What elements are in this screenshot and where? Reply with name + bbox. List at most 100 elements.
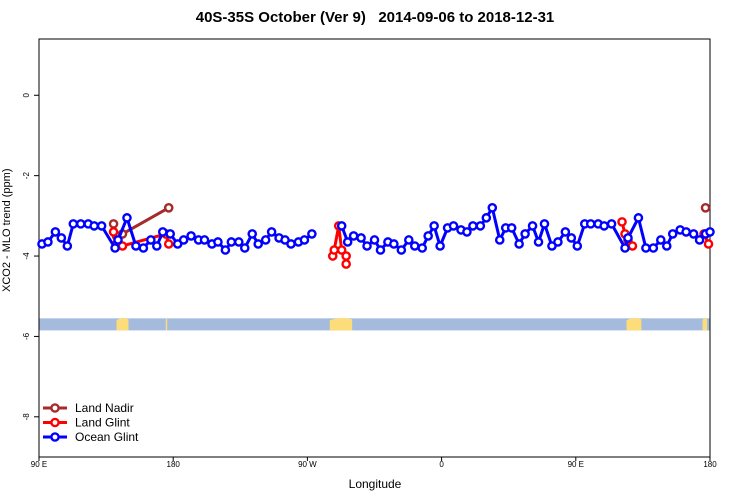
data-point xyxy=(633,213,644,223)
data-point xyxy=(62,241,73,251)
data-point xyxy=(362,241,372,251)
data-point xyxy=(566,233,577,243)
data-point xyxy=(75,219,86,229)
data-point xyxy=(336,221,347,231)
data-point xyxy=(694,235,705,245)
y-tick-label: 0 xyxy=(22,92,31,97)
data-point xyxy=(417,243,428,253)
data-point xyxy=(527,221,538,231)
data-point xyxy=(110,243,120,253)
data-point xyxy=(266,227,277,237)
data-point xyxy=(481,213,492,223)
data-point xyxy=(487,203,498,213)
data-point xyxy=(260,235,271,245)
data-point xyxy=(96,221,107,231)
data-point xyxy=(286,239,296,249)
legend-label: Land Glint xyxy=(75,416,130,430)
data-point xyxy=(108,227,119,237)
data-point xyxy=(157,227,168,237)
data-point xyxy=(661,241,672,251)
y-tick-label: -6 xyxy=(22,332,31,340)
data-point xyxy=(681,227,691,237)
data-point xyxy=(247,229,258,239)
chart-title: 40S-35S October (Ver 9) 2014-09-06 to 20… xyxy=(195,9,555,26)
data-point xyxy=(131,241,141,251)
data-point xyxy=(648,243,659,253)
x-tick-label: 90 E xyxy=(568,460,584,469)
y-tick-label: -4 xyxy=(22,252,31,260)
data-point xyxy=(468,221,478,231)
y-tick-label: -8 xyxy=(22,413,31,421)
data-point xyxy=(599,221,609,231)
legend-marker xyxy=(50,403,60,413)
data-point xyxy=(514,239,524,249)
x-tick-label: 90 E xyxy=(31,460,47,469)
data-point xyxy=(89,221,99,231)
data-point xyxy=(336,245,347,255)
data-point xyxy=(553,237,563,247)
data-point xyxy=(239,243,250,253)
data-point xyxy=(700,203,711,213)
data-point xyxy=(617,217,627,227)
data-point xyxy=(56,233,67,243)
x-tick-label: 0 xyxy=(439,460,444,469)
data-point xyxy=(165,229,176,239)
data-point xyxy=(163,239,174,249)
data-point xyxy=(253,239,263,249)
data-point xyxy=(623,233,633,243)
data-point xyxy=(341,251,351,261)
data-point xyxy=(307,229,317,239)
data-point xyxy=(226,237,237,247)
x-axis-label: Longitude xyxy=(348,477,402,491)
y-axis-label: XCO2 - MLO trend (ppm) xyxy=(1,168,13,292)
data-point xyxy=(348,231,359,241)
data-point xyxy=(572,241,583,251)
data-point xyxy=(68,219,79,229)
x-tick-label: 180 xyxy=(167,460,181,469)
data-point xyxy=(163,203,174,213)
data-point xyxy=(429,221,439,231)
legend-marker xyxy=(50,432,60,442)
data-point xyxy=(369,235,380,245)
land-mass xyxy=(165,318,168,331)
data-point xyxy=(178,235,189,245)
data-point xyxy=(299,235,310,245)
data-point xyxy=(641,243,651,253)
data-point xyxy=(703,239,714,249)
legend-label: Ocean Glint xyxy=(75,430,139,444)
data-point xyxy=(705,227,715,237)
data-point xyxy=(341,259,351,269)
land-mass xyxy=(702,318,708,331)
data-point xyxy=(423,231,433,241)
data-point xyxy=(606,219,617,229)
x-tick-label: 180 xyxy=(703,460,717,469)
data-point xyxy=(151,241,162,251)
land-mass xyxy=(626,318,642,331)
data-point xyxy=(462,227,472,237)
legend-label: Land Nadir xyxy=(75,401,134,415)
ocean-band xyxy=(39,318,710,331)
data-point xyxy=(375,245,386,255)
data-point xyxy=(329,245,340,255)
data-point xyxy=(655,235,666,245)
data-point xyxy=(146,235,156,245)
data-point xyxy=(108,219,119,229)
data-point xyxy=(356,233,366,243)
data-point xyxy=(199,235,210,245)
land-mass xyxy=(116,318,129,331)
data-point xyxy=(409,241,420,251)
data-point xyxy=(186,231,196,241)
data-point xyxy=(520,229,530,239)
data-point xyxy=(475,221,486,231)
data-point xyxy=(234,237,244,247)
y-tick-label: -2 xyxy=(22,172,31,180)
data-point xyxy=(220,245,231,255)
data-point xyxy=(688,229,699,239)
data-point xyxy=(560,227,571,237)
data-point xyxy=(389,239,399,249)
data-point xyxy=(43,237,53,247)
legend-marker xyxy=(50,417,60,428)
data-point xyxy=(667,229,678,239)
data-point xyxy=(494,235,505,245)
